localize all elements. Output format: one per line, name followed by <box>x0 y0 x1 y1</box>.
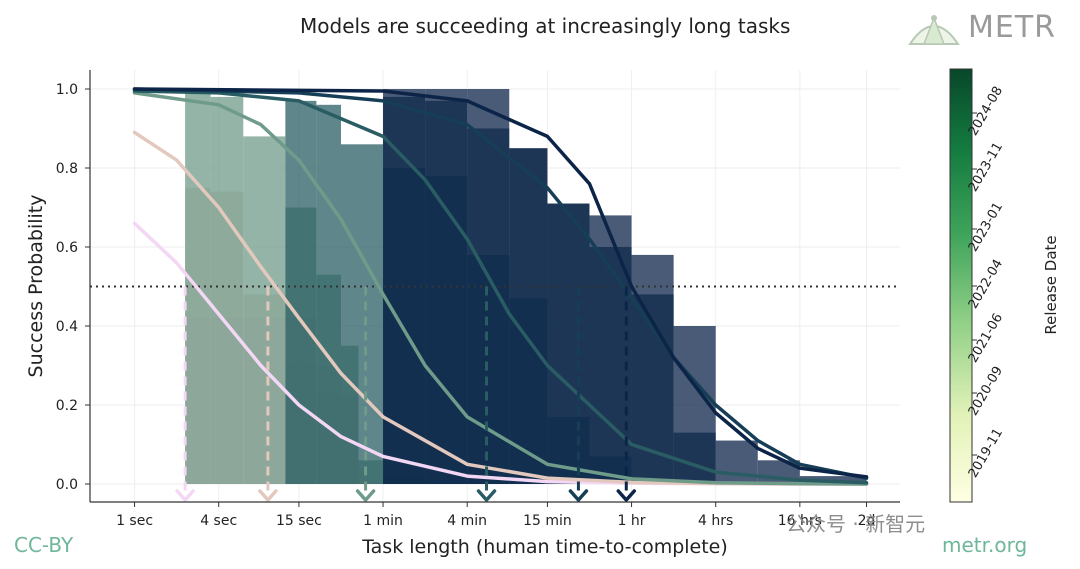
chart-title: Models are succeeding at increasingly lo… <box>300 14 791 38</box>
y-tick-label-3: 0.6 <box>56 240 78 256</box>
y-tick-label-5: 1.0 <box>56 82 78 98</box>
series-2-horizon-arrow <box>355 489 376 502</box>
x-tick-label-1: 4 sec <box>200 513 237 529</box>
series-2-bar-1 <box>210 96 244 485</box>
x-tick-label-3: 1 min <box>363 513 403 529</box>
series-5-bar-0 <box>383 89 426 484</box>
x-tick-label-4: 4 min <box>447 513 487 529</box>
series-5-horizon-arrow <box>616 489 637 502</box>
series-2-bar-2 <box>243 136 286 484</box>
series-3-curve <box>132 89 869 485</box>
series-2-curve <box>132 91 869 486</box>
x-tick-label-9: 2d <box>858 513 876 529</box>
x-tick-label-2: 15 sec <box>276 513 322 529</box>
series-4-curve <box>132 87 869 480</box>
y-tick-label-1: 0.2 <box>56 398 78 414</box>
series-5-bar-4 <box>547 203 590 485</box>
site-link[interactable]: metr.org <box>942 533 1028 557</box>
series-0-horizon-arrow <box>175 489 195 502</box>
y-tick-label-0: 0.0 <box>56 477 78 493</box>
x-tick-label-6: 1 hr <box>618 513 646 529</box>
license-label: CC-BY <box>14 533 74 557</box>
series-5-bar-3 <box>509 148 548 484</box>
brand-name: METR <box>968 10 1057 45</box>
y-tick-label-2: 0.4 <box>56 319 78 335</box>
y-axis-label: Success Probability <box>25 195 47 378</box>
series-5-bar-1 <box>425 89 468 484</box>
series-5-curve <box>132 87 869 479</box>
series-3-horizon-arrow <box>476 489 497 502</box>
series-1-horizon-arrow <box>258 489 278 502</box>
x-tick-label-8: 16 hrs <box>778 513 822 529</box>
series-3-bar-0 <box>285 100 317 484</box>
x-tick-label-7: 4 hrs <box>698 513 733 529</box>
x-axis-label: Task length (human time-to-complete) <box>361 536 728 558</box>
series-5-bar-2 <box>467 89 510 484</box>
series-3-bar-2 <box>340 144 384 485</box>
watermark: 公众号 · 新智元 <box>786 512 926 536</box>
series-5-bar-8 <box>715 440 758 484</box>
colorbar <box>949 68 973 503</box>
x-tick-label-0: 1 sec <box>116 513 153 529</box>
metr-logo-icon <box>908 15 960 45</box>
y-tick-label-4: 0.8 <box>56 161 78 177</box>
x-tick-label-5: 15 min <box>523 513 572 529</box>
series-4-horizon-arrow <box>568 489 589 502</box>
colorbar-label: Release Date <box>1042 235 1060 334</box>
